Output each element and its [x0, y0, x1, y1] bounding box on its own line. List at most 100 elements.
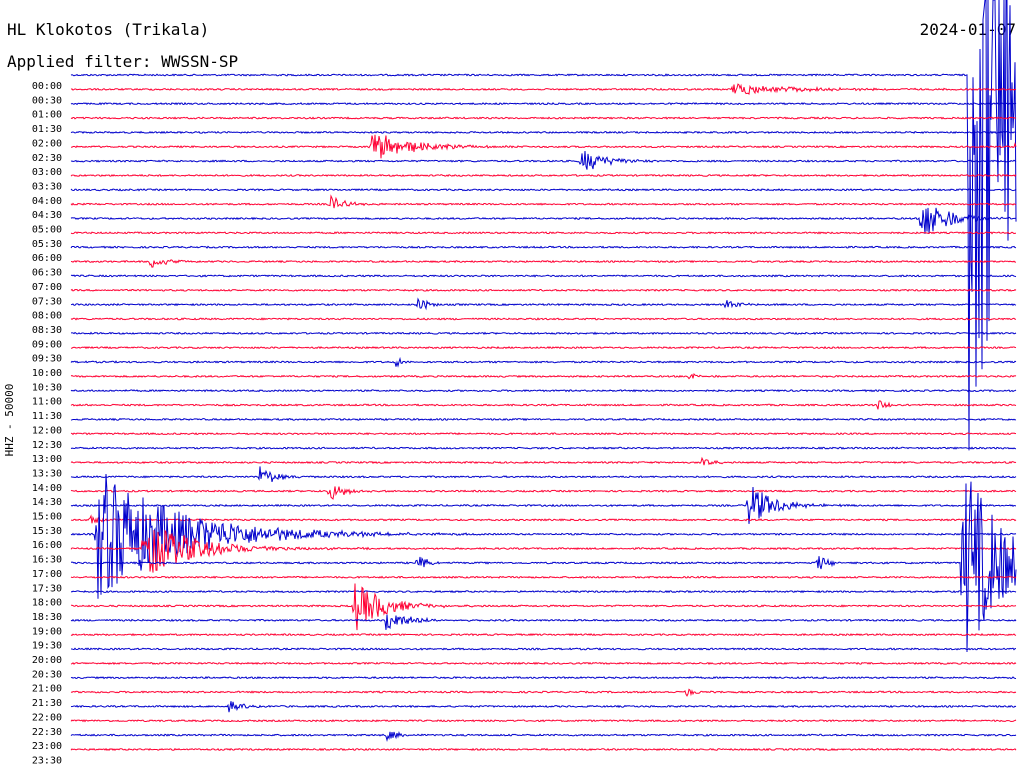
time-label: 22:00	[32, 712, 62, 723]
time-label: 04:30	[32, 210, 62, 221]
trace-row-21:30	[70, 688, 1017, 697]
time-label: 19:30	[32, 641, 62, 652]
trace-row-15:30	[70, 514, 1017, 524]
trace-row-22:00	[70, 701, 1017, 713]
trace-row-03:30	[70, 173, 1017, 178]
time-label: 07:00	[32, 282, 62, 293]
trace-row-22:30	[70, 719, 1017, 723]
time-label: 16:00	[32, 540, 62, 551]
trace-row-00:00	[70, 0, 1017, 451]
time-label: 13:30	[32, 468, 62, 479]
trace-row-07:00	[70, 274, 1017, 278]
trace-row-02:00	[70, 130, 1017, 135]
time-label: 11:00	[32, 397, 62, 408]
time-label: 22:30	[32, 727, 62, 738]
time-label: 17:00	[32, 569, 62, 580]
trace-row-23:30	[70, 747, 1017, 752]
trace-row-01:30	[70, 116, 1017, 120]
trace-row-19:30	[70, 632, 1017, 637]
trace-row-01:00	[70, 102, 1017, 106]
time-label: 08:30	[32, 325, 62, 336]
trace-row-04:00	[70, 188, 1017, 192]
trace-row-20:00	[71, 647, 1016, 651]
time-label: 00:30	[32, 95, 62, 106]
trace-row-05:00	[70, 207, 1017, 234]
trace-row-11:00	[70, 388, 1017, 393]
trace-row-17:30	[70, 575, 1017, 579]
trace-row-04:30	[70, 194, 1017, 209]
trace-row-00:30	[70, 83, 1017, 95]
time-label: 05:00	[32, 225, 62, 236]
time-label: 03:00	[32, 167, 62, 178]
time-label: 03:30	[32, 181, 62, 192]
time-label: 21:30	[32, 698, 62, 709]
trace-row-07:30	[70, 288, 1017, 292]
time-label: 01:30	[32, 124, 62, 135]
trace-row-18:00	[70, 589, 1017, 594]
trace-row-23:00	[70, 730, 1017, 742]
trace-row-06:30	[70, 259, 1016, 268]
trace-row-08:30	[70, 317, 1016, 321]
time-label: 06:00	[32, 253, 62, 264]
trace-row-12:30	[70, 432, 1017, 436]
trace-row-05:30	[70, 231, 1017, 235]
trace-row-12:00	[70, 417, 1017, 422]
time-label: 02:30	[32, 153, 62, 164]
time-label: 13:00	[32, 454, 62, 465]
time-label: 12:30	[32, 440, 62, 451]
trace-row-16:00	[70, 473, 1017, 599]
time-label: 08:00	[32, 311, 62, 322]
trace-row-02:30	[70, 134, 1017, 159]
trace-row-18:30	[70, 583, 1017, 631]
time-label: 18:00	[32, 598, 62, 609]
time-label: 00:00	[32, 81, 62, 92]
time-label: 10:00	[32, 368, 62, 379]
time-label: 16:30	[32, 555, 62, 566]
time-label: 15:00	[32, 512, 62, 523]
time-label: 10:30	[32, 382, 62, 393]
time-label: 02:00	[32, 138, 62, 149]
time-label: 20:30	[32, 669, 62, 680]
time-label: 14:30	[32, 497, 62, 508]
time-label: 14:00	[32, 483, 62, 494]
time-label: 11:30	[32, 411, 62, 422]
time-label: 12:00	[32, 425, 62, 436]
trace-row-11:30	[70, 400, 1017, 410]
time-label: 21:00	[32, 684, 62, 695]
trace-row-13:30	[70, 456, 1017, 466]
time-label: 19:00	[32, 626, 62, 637]
time-label: 18:30	[32, 612, 62, 623]
trace-row-10:30	[70, 372, 1017, 380]
trace-row-03:00	[70, 150, 1017, 170]
time-label: 06:30	[32, 268, 62, 279]
time-label: 04:00	[32, 196, 62, 207]
station-title: HL Klokotos (Trikala)	[7, 20, 210, 39]
trace-row-15:00	[70, 486, 1017, 524]
filter-label: Applied filter: WWSSN-SP	[7, 52, 239, 71]
time-label: 09:30	[32, 354, 62, 365]
trace-row-14:30	[70, 486, 1017, 500]
time-label: 20:00	[32, 655, 62, 666]
trace-row-20:30	[70, 661, 1017, 666]
trace-row-19:00	[70, 614, 1017, 630]
trace-row-21:00	[70, 676, 1017, 680]
trace-row-10:00	[70, 356, 1017, 368]
trace-row-17:00	[70, 481, 1017, 653]
seismogram-traces	[70, 0, 1017, 752]
time-label: 05:30	[32, 239, 62, 250]
time-label: 23:30	[32, 755, 62, 766]
trace-row-16:30	[70, 529, 1017, 573]
trace-row-08:00	[70, 297, 1017, 311]
trace-row-06:00	[70, 245, 1017, 249]
time-label: 23:00	[32, 741, 62, 752]
time-label: 17:30	[32, 583, 62, 594]
time-label: 07:30	[32, 296, 62, 307]
trace-row-09:30	[70, 346, 1017, 350]
trace-row-14:00	[70, 466, 1017, 483]
time-label: 15:30	[32, 526, 62, 537]
time-labels: 00:00 00:30 01:00 01:30 02:00 02:30 03:00 03:30…	[32, 81, 62, 766]
trace-row-09:00	[71, 331, 1017, 335]
trace-row-13:00	[70, 446, 1017, 450]
time-label: 09:00	[32, 339, 62, 350]
